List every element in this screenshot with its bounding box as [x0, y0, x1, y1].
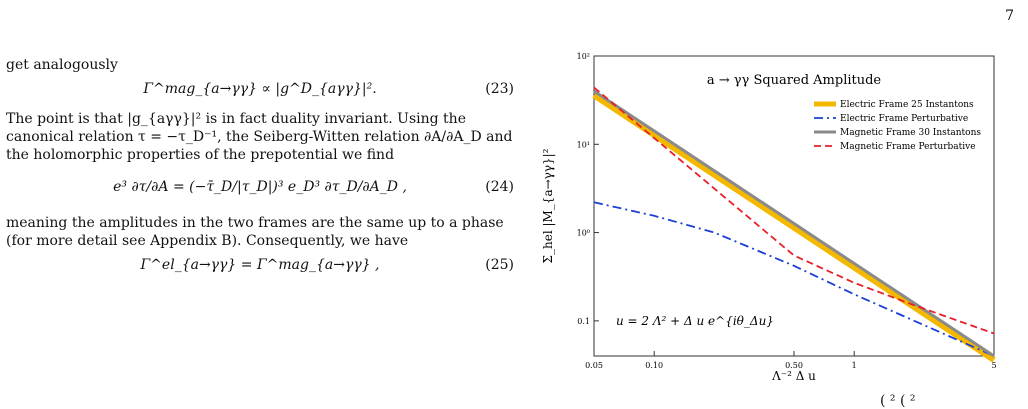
- y-tick-label: 10⁰: [577, 229, 590, 238]
- equation-math: e³ ∂τ/∂A = (−τ̄_D/|τ_D|)³ e_D³ ∂τ_D/∂A_D…: [113, 179, 407, 195]
- x-tick-label: 0.05: [585, 361, 603, 370]
- figure: a → γγ Squared Amplitude Σ_hel |M_{a→γγ}…: [530, 40, 1028, 409]
- legend-label: Electric Frame Perturbative: [840, 114, 968, 124]
- y-axis-label: Σ_hel |M_{a→γγ}|²: [541, 148, 555, 263]
- chart-svg: a → γγ Squared Amplitude Σ_hel |M_{a→γγ}…: [541, 52, 997, 383]
- paragraph: The point is that |g_{aγγ}|² is in fact …: [6, 111, 513, 163]
- legend-label: Electric Frame 25 Instantons: [840, 100, 974, 110]
- equation-number: (25): [485, 257, 514, 273]
- x-tick-label: 1: [852, 361, 857, 370]
- left-column: get analogously Γ^mag_{a→γγ} ∝ |g^D_{aγγ…: [6, 56, 514, 286]
- y-tick-label: 0.1: [577, 317, 590, 326]
- chart-title: a → γγ Squared Amplitude: [707, 73, 882, 88]
- series-line: [593, 86, 995, 335]
- equation-25: Γ^el_{a→γγ} = Γ^mag_{a→γγ} , (25): [6, 250, 514, 286]
- equation-math: Γ^el_{a→γγ} = Γ^mag_{a→γγ} ,: [140, 257, 380, 273]
- caption-fragment: ( ² ( ²: [880, 393, 916, 409]
- paragraph: get analogously: [6, 57, 118, 73]
- x-tick-label: 5: [991, 361, 996, 370]
- page-number: 7: [1005, 8, 1014, 24]
- chart-annotation: u = 2 Λ² + Δ u e^{iθ_Δu}: [616, 314, 774, 328]
- x-tick-label: 0.10: [645, 361, 663, 370]
- y-tick-label: 10¹: [577, 140, 590, 149]
- legend-label: Magnetic Frame 30 Instantons: [840, 128, 981, 138]
- y-tick-label: 10²: [577, 52, 590, 61]
- legend-label: Magnetic Frame Perturbative: [840, 142, 976, 152]
- series-line: [592, 92, 996, 363]
- equation-math: Γ^mag_{a→γγ} ∝ |g^D_{aγγ}|².: [143, 81, 377, 97]
- x-tick-label: 0.50: [785, 361, 803, 370]
- paragraph: meaning the amplitudes in the two frames…: [6, 215, 504, 249]
- series-line: [593, 89, 995, 358]
- equation-24: e³ ∂τ/∂A = (−τ̄_D/|τ_D|)³ e_D³ ∂τ_D/∂A_D…: [6, 164, 514, 214]
- equation-number: (23): [485, 81, 514, 97]
- series-line: [593, 201, 995, 357]
- equation-number: (24): [485, 179, 514, 195]
- equation-23: Γ^mag_{a→γγ} ∝ |g^D_{aγγ}|². (23): [6, 74, 514, 110]
- x-axis-label: Λ⁻² Δ u: [771, 369, 816, 383]
